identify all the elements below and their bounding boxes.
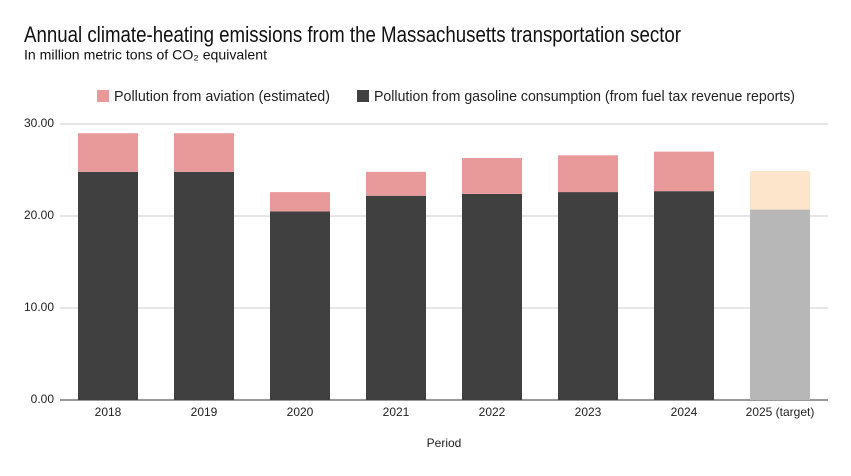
chart-title: Annual climate-heating emissions from th… <box>24 22 681 47</box>
x-tick-label: 2019 <box>191 405 218 419</box>
x-tick-label: 2021 <box>383 405 410 419</box>
bar-segment <box>750 209 810 400</box>
bar-segment <box>750 170 810 210</box>
bar-segment <box>366 171 426 196</box>
bar-segment <box>558 192 618 400</box>
legend-swatch <box>357 90 369 102</box>
legend-swatch <box>97 90 109 102</box>
y-tick-label: 10.00 <box>24 300 54 314</box>
chart-subtitle: In million metric tons of CO₂ equivalent <box>24 47 267 63</box>
y-tick-label: 30.00 <box>24 116 54 130</box>
legend-text: Pollution from aviation (estimated) <box>114 88 330 105</box>
bar-segment <box>462 158 522 194</box>
legend-text: Pollution from gasoline consumption (fro… <box>374 88 795 105</box>
bar-segment <box>78 133 138 172</box>
bar-segment <box>78 171 138 400</box>
bar-segment <box>174 133 234 172</box>
y-tick-label: 20.00 <box>24 208 54 222</box>
x-tick-label: 2018 <box>95 405 122 419</box>
bar-segment <box>366 195 426 400</box>
bar-segment <box>654 191 714 400</box>
x-tick-label: 2022 <box>479 405 506 419</box>
x-axis-title: Period <box>427 436 462 450</box>
bar-segment <box>270 192 330 212</box>
x-tick-label: 2023 <box>575 405 602 419</box>
x-tick-label: 2020 <box>287 405 314 419</box>
bar-segment <box>174 171 234 400</box>
bar-segment <box>558 155 618 193</box>
x-tick-label: 2025 (target) <box>746 405 815 419</box>
x-tick-label: 2024 <box>671 405 698 419</box>
bar-segment <box>270 211 330 400</box>
y-tick-label: 0.00 <box>31 392 55 406</box>
bar-segment <box>654 151 714 192</box>
bar-segment <box>462 193 522 400</box>
